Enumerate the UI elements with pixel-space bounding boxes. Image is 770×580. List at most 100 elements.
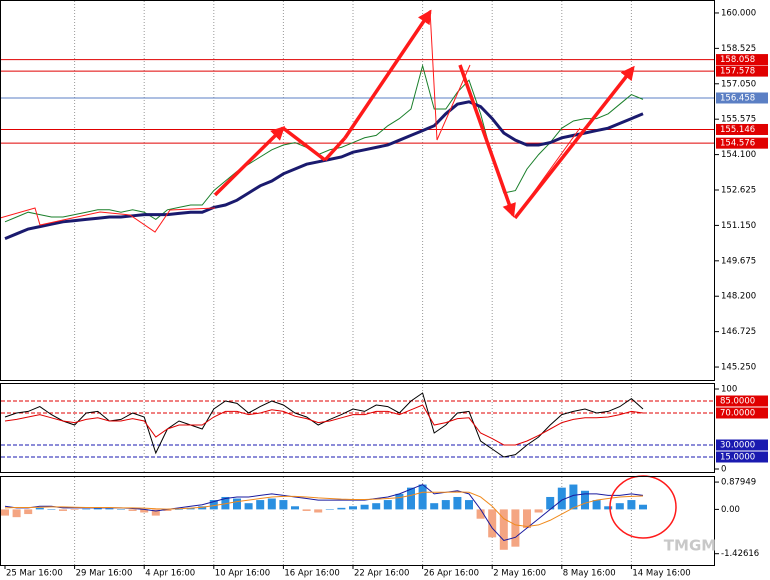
- y-tick-label: 160.000: [721, 8, 756, 18]
- bar: [395, 493, 404, 510]
- bar: [407, 487, 415, 510]
- x-tick-label: 25 Mar 16:00: [6, 569, 63, 579]
- bar: [383, 500, 392, 510]
- bar: [59, 509, 67, 511]
- y-tick-label: 0: [721, 465, 726, 475]
- y-tick-label: 0.00: [721, 505, 740, 515]
- bar: [302, 509, 311, 511]
- level-label-box: [716, 137, 768, 149]
- zigzag: [0, 207, 216, 233]
- bar: [418, 484, 427, 510]
- level-label: 155.146: [720, 125, 755, 135]
- bar: [499, 509, 508, 550]
- bar: [615, 503, 624, 510]
- bar: [581, 490, 589, 510]
- level-label-box: [716, 54, 768, 66]
- bar: [430, 503, 439, 510]
- bar: [151, 509, 160, 516]
- bar: [35, 507, 44, 510]
- y-tick-label: 155.575: [721, 115, 756, 125]
- bar: [244, 503, 253, 510]
- bar: [604, 506, 613, 510]
- bar: [441, 500, 450, 510]
- bar: [337, 507, 346, 510]
- y-tick-label: 152.625: [721, 186, 756, 196]
- series-line: [4, 491, 644, 527]
- bar: [627, 500, 636, 510]
- watermark: TMGM: [664, 537, 716, 555]
- level-label-box: [716, 92, 768, 104]
- arrow: [513, 65, 635, 220]
- bar: [488, 509, 497, 538]
- level-label: 30.0000: [720, 441, 755, 451]
- y-tick-label: 157.050: [721, 79, 756, 89]
- y-tick-label: 146.725: [721, 327, 756, 337]
- level-label-box: [716, 407, 768, 419]
- bar: [70, 509, 79, 511]
- bar: [12, 509, 21, 518]
- bar: [349, 506, 357, 510]
- bar: [82, 508, 91, 510]
- bar: [325, 509, 334, 510]
- arrow: [281, 126, 327, 162]
- series-line: [4, 63, 644, 223]
- macd-frame: [0, 476, 715, 566]
- x-tick-label: 16 Apr 16:00: [284, 569, 339, 579]
- bar: [163, 509, 172, 511]
- bar: [639, 504, 647, 510]
- arrow: [458, 64, 516, 218]
- x-tick-label: 29 Mar 16:00: [76, 569, 133, 579]
- level-label: 154.576: [720, 139, 755, 149]
- level-label-box: [716, 65, 768, 77]
- level-label: 156.458: [720, 93, 755, 103]
- x-tick-label: 8 May 16:00: [563, 569, 616, 579]
- y-tick-label: 158.525: [721, 44, 756, 54]
- bar: [465, 500, 473, 510]
- x-tick-label: 4 Apr 16:00: [145, 569, 195, 579]
- y-tick-label: 151.150: [721, 221, 756, 231]
- bar: [279, 500, 288, 510]
- y-tick-label: 0.87949: [721, 478, 756, 488]
- x-tick-label: 26 Apr 16:00: [424, 569, 479, 579]
- y-tick-label: -1.42616: [721, 549, 759, 559]
- x-tick-label: 10 Apr 16:00: [215, 569, 270, 579]
- bar: [24, 509, 33, 515]
- price-frame: [0, 0, 715, 381]
- bar: [314, 509, 323, 513]
- bar: [105, 508, 114, 510]
- series-line: [4, 404, 644, 446]
- oscillator-frame: [0, 383, 715, 473]
- arrow: [343, 9, 432, 139]
- bar: [93, 507, 102, 510]
- level-label-box: [716, 395, 768, 407]
- x-tick-label: 14 May 16:00: [632, 569, 690, 579]
- y-tick-label: 148.200: [721, 292, 756, 302]
- bar: [117, 509, 125, 510]
- bar: [267, 498, 276, 510]
- bar: [592, 500, 601, 510]
- annotations: [0, 9, 677, 539]
- bar: [523, 509, 531, 529]
- bar: [233, 498, 241, 510]
- bar: [557, 487, 566, 510]
- y-tick-label: 149.675: [721, 256, 756, 266]
- bar: [140, 509, 149, 513]
- bar: [534, 509, 543, 513]
- bar: [372, 503, 381, 510]
- level-label: 157.578: [720, 67, 755, 77]
- bar: [291, 506, 299, 510]
- level-label-box: [716, 439, 768, 451]
- level-label-box: [716, 123, 768, 135]
- bar: [175, 509, 183, 510]
- bar: [511, 509, 520, 547]
- bar: [209, 500, 218, 510]
- y-tick-label: 154.100: [721, 150, 756, 160]
- bar: [221, 496, 230, 510]
- arrow: [323, 136, 347, 162]
- bar: [47, 509, 56, 510]
- level-label: 158.058: [720, 55, 755, 65]
- bar: [1, 509, 9, 516]
- bar: [453, 496, 462, 510]
- bar: [360, 504, 369, 510]
